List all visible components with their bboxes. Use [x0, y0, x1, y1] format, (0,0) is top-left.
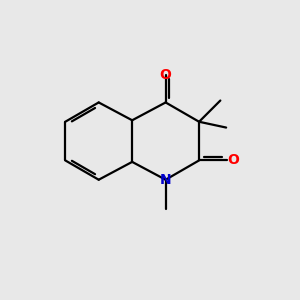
Text: O: O — [227, 153, 239, 167]
Text: N: N — [160, 173, 171, 187]
Text: O: O — [160, 68, 172, 82]
